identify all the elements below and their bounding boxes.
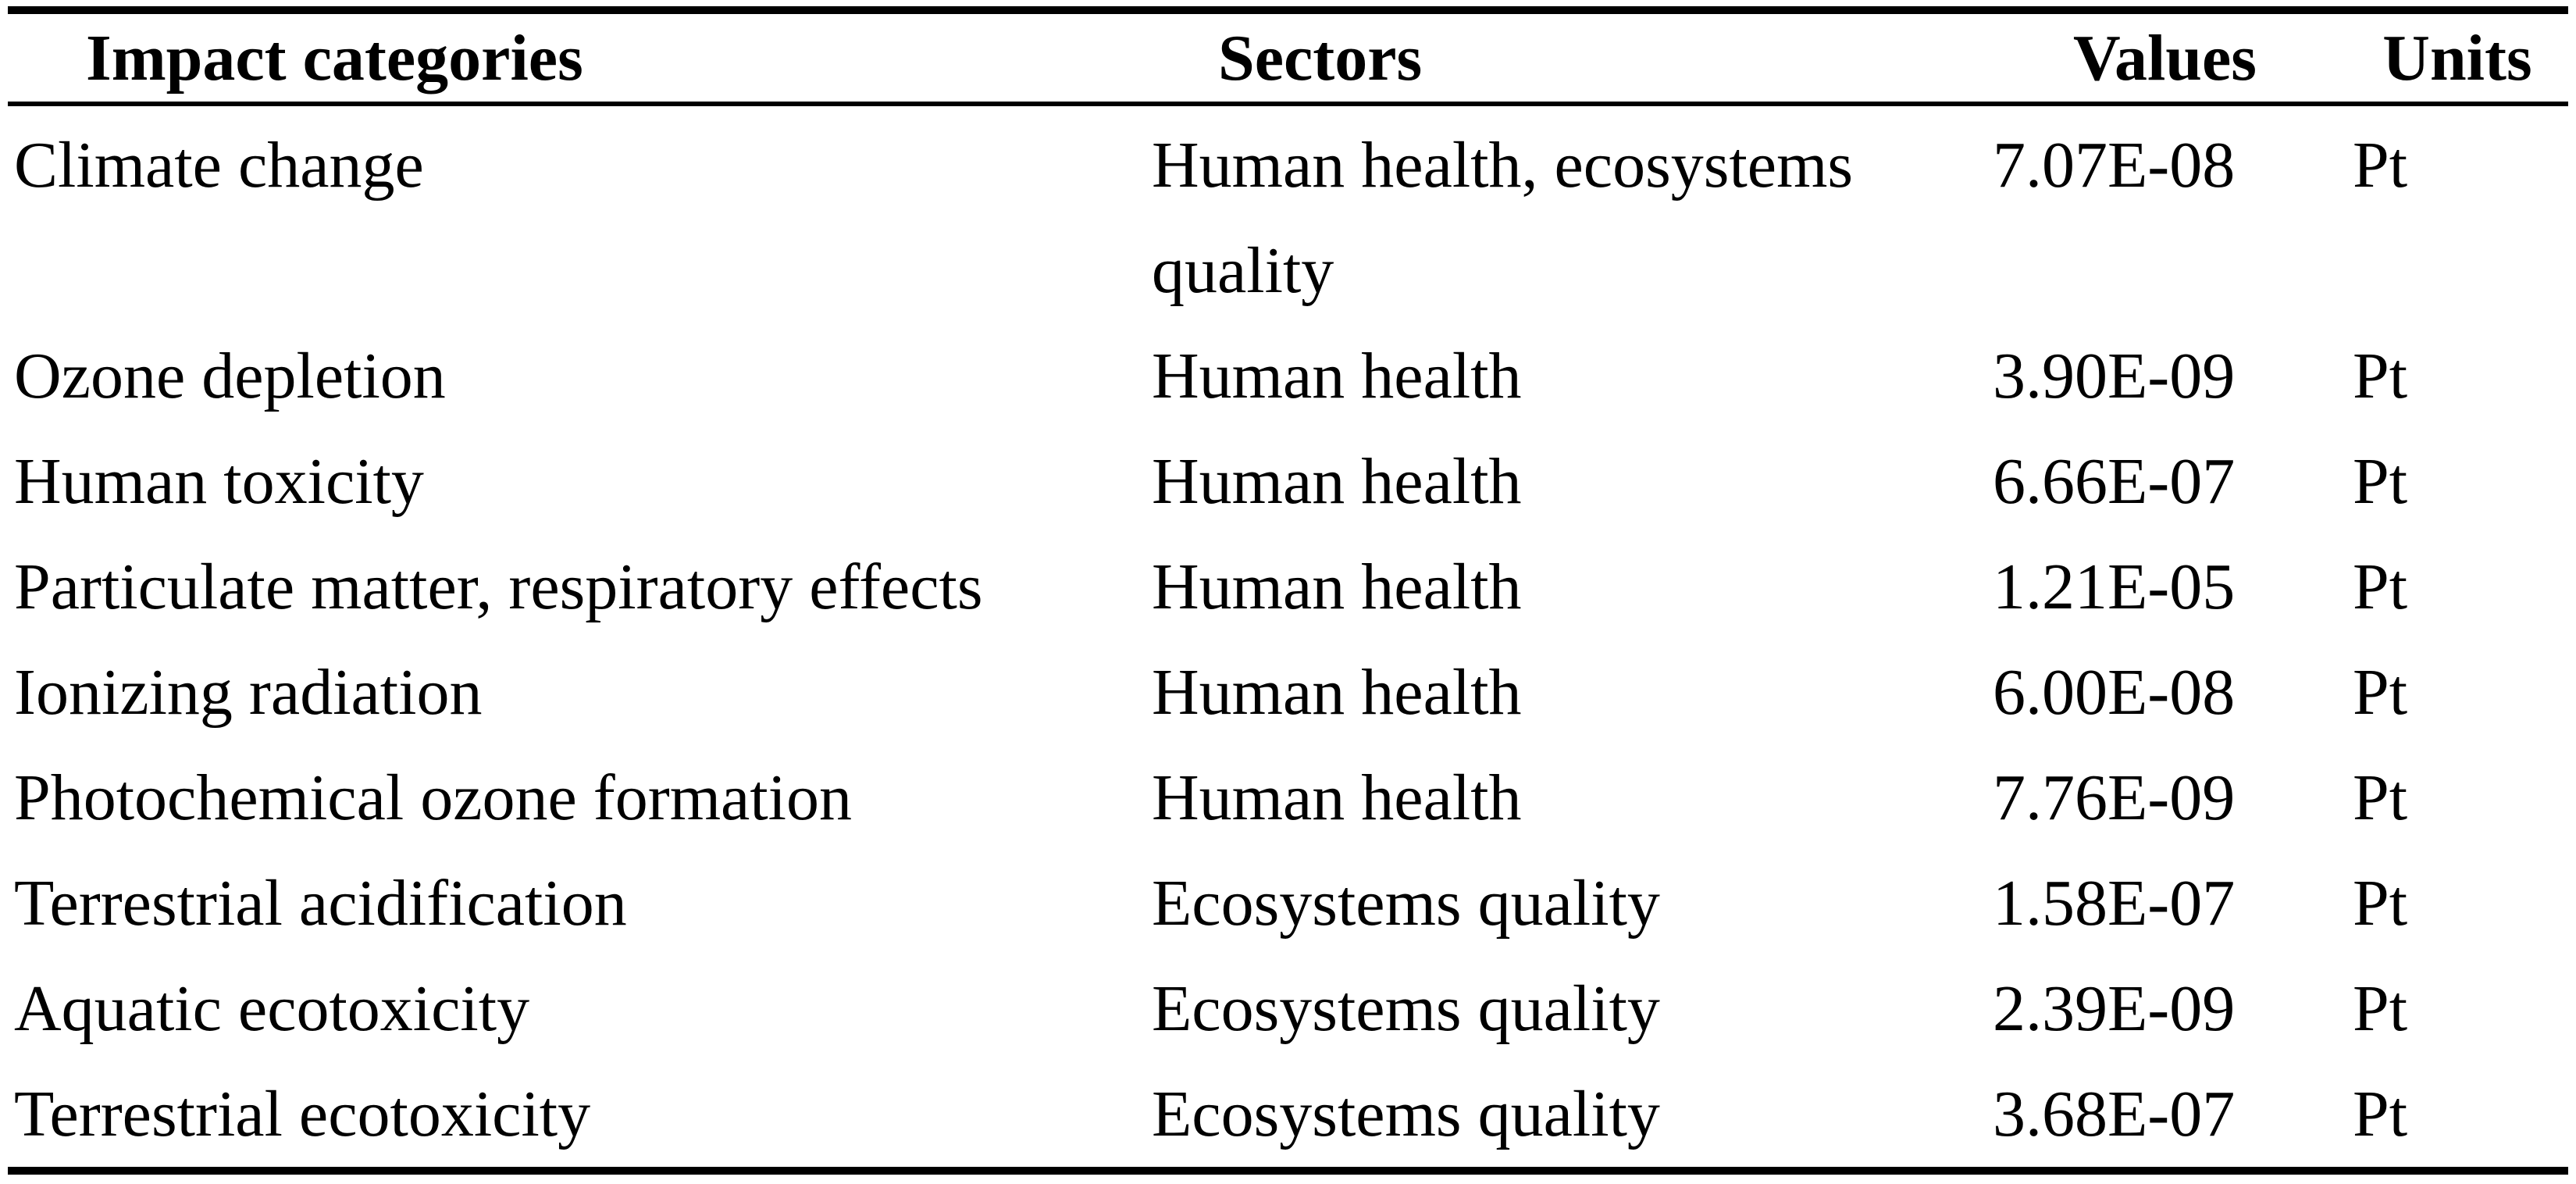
value-cell: 1.21E-05 bbox=[1993, 551, 2236, 623]
value-cell: 6.00E-08 bbox=[1993, 656, 2236, 729]
unit-cell: Pt bbox=[2353, 972, 2408, 1045]
value-cell: 6.66E-07 bbox=[1993, 445, 2236, 518]
table-row: Human toxicity Human health 6.66E-07 Pt bbox=[8, 429, 2568, 534]
unit-cell: Pt bbox=[2353, 551, 2408, 623]
table-row: Ionizing radiation Human health 6.00E-08… bbox=[8, 640, 2568, 745]
impact-category-cell: Photochemical ozone formation bbox=[14, 761, 853, 834]
sector-cell: Ecosystems quality bbox=[1152, 972, 1660, 1045]
unit-cell: Pt bbox=[2353, 761, 2408, 834]
sector-cell: Human health bbox=[1152, 340, 1522, 412]
value-cell: 2.39E-09 bbox=[1993, 972, 2236, 1045]
table-body: Climate change Human health, ecosystems … bbox=[8, 104, 2568, 1171]
impact-category-cell: Climate change bbox=[14, 129, 424, 201]
table-row: Climate change Human health, ecosystems … bbox=[8, 104, 2568, 323]
unit-cell: Pt bbox=[2353, 867, 2408, 940]
impact-category-cell: Human toxicity bbox=[14, 445, 424, 518]
value-cell: 7.76E-09 bbox=[1993, 761, 2236, 834]
sector-cell: Ecosystems quality bbox=[1152, 867, 1660, 940]
value-cell: 7.07E-08 bbox=[1993, 129, 2236, 201]
sector-cell: Human health, ecosystems quality bbox=[1152, 129, 1854, 307]
table-row: Terrestrial ecotoxicity Ecosystems quali… bbox=[8, 1061, 2568, 1171]
table-header-row: Impact categories Sectors Values Units bbox=[8, 10, 2568, 106]
unit-cell: Pt bbox=[2353, 340, 2408, 412]
unit-cell: Pt bbox=[2353, 656, 2408, 729]
table-row: Aquatic ecotoxicity Ecosystems quality 2… bbox=[8, 956, 2568, 1061]
unit-cell: Pt bbox=[2353, 1078, 2408, 1150]
header-values: Values bbox=[1983, 10, 2346, 106]
table-row: Particulate matter, respiratory effects … bbox=[8, 534, 2568, 640]
impact-category-cell: Particulate matter, respiratory effects bbox=[14, 551, 983, 623]
sector-cell: Human health bbox=[1152, 551, 1522, 623]
impact-category-cell: Ozone depletion bbox=[14, 340, 446, 412]
value-cell: 3.68E-07 bbox=[1993, 1078, 2236, 1150]
sector-cell: Human health bbox=[1152, 445, 1522, 518]
table-row: Photochemical ozone formation Human heal… bbox=[8, 745, 2568, 851]
value-cell: 1.58E-07 bbox=[1993, 867, 2236, 940]
sector-cell: Human health bbox=[1152, 761, 1522, 834]
impact-category-cell: Ionizing radiation bbox=[14, 656, 483, 729]
value-cell: 3.90E-09 bbox=[1993, 340, 2236, 412]
impact-categories-table: Impact categories Sectors Values Units C… bbox=[8, 6, 2568, 1175]
sector-cell: Ecosystems quality bbox=[1152, 1078, 1660, 1150]
impact-category-cell: Terrestrial ecotoxicity bbox=[14, 1078, 591, 1150]
sector-cell: Human health bbox=[1152, 656, 1522, 729]
table-row: Ozone depletion Human health 3.90E-09 Pt bbox=[8, 323, 2568, 429]
header-impact-categories: Impact categories bbox=[8, 10, 1144, 106]
header-sectors: Sectors bbox=[1144, 10, 1983, 106]
impact-category-cell: Aquatic ecotoxicity bbox=[14, 972, 530, 1045]
impact-category-cell: Terrestrial acidification bbox=[14, 867, 627, 940]
unit-cell: Pt bbox=[2353, 129, 2408, 201]
header-units: Units bbox=[2346, 10, 2568, 106]
table-row: Terrestrial acidification Ecosystems qua… bbox=[8, 851, 2568, 956]
unit-cell: Pt bbox=[2353, 445, 2408, 518]
